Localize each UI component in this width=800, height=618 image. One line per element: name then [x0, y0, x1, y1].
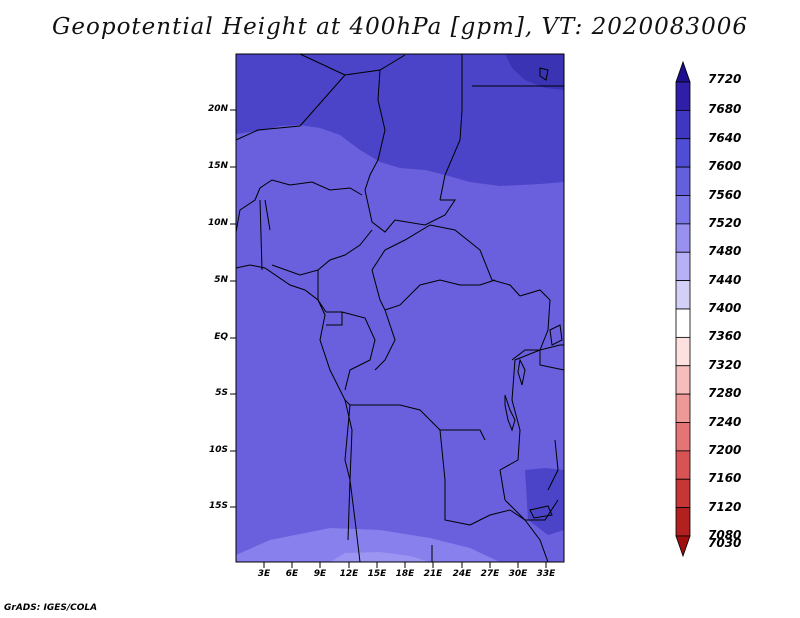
lon-label-6e: 6E [285, 569, 299, 579]
country-boundaries [235, 53, 565, 563]
colorbar-label: 7600 [708, 159, 742, 174]
colorbar-segment [675, 365, 691, 395]
colorbar [675, 60, 691, 558]
lat-label-15n: 15N [207, 161, 228, 171]
colorbar-label: 7440 [708, 272, 742, 287]
footer-credit: GrADS: IGES/COLA [4, 603, 98, 613]
colorbar-segment [675, 393, 691, 423]
colorbar-label: 7080 [708, 528, 742, 542]
lon-label-33e: 33E [536, 569, 556, 579]
lon-label-27e: 27E [480, 569, 500, 579]
colorbar-segment [675, 478, 691, 509]
colorbar-segment [675, 251, 691, 282]
field-northeast-patch [505, 54, 564, 90]
colorbar-segment [675, 81, 691, 111]
colorbar-label: 7680 [708, 102, 742, 117]
lon-label-30e: 30E [508, 569, 528, 579]
lat-label-20n: 20N [207, 104, 228, 114]
colorbar-segment [675, 166, 691, 196]
lon-label-15e: 15E [367, 569, 387, 579]
lat-label-10s: 10S [208, 445, 228, 455]
colorbar-label: 7280 [708, 386, 742, 401]
colorbar-segment [675, 223, 691, 253]
colorbar-label: 7560 [708, 187, 742, 202]
field-south-band-light [330, 552, 430, 562]
field-south-band [236, 528, 500, 562]
colorbar-label: 7030 [708, 536, 742, 550]
lon-label-24e: 24E [452, 569, 472, 579]
colorbar-segment [675, 308, 691, 338]
colorbar-label: 7200 [708, 442, 742, 457]
colorbar-label: 7360 [708, 329, 742, 344]
lon-label-3e: 3E [257, 569, 271, 579]
colorbar-segment [675, 195, 691, 225]
colorbar-segment [675, 507, 691, 537]
colorbar-segment [675, 138, 691, 168]
colorbar-segment [675, 450, 691, 480]
lon-ticks [263, 562, 547, 568]
lat-label-5n: 5N [214, 275, 228, 285]
colorbar-label: 7320 [708, 357, 742, 372]
field-north-band [236, 54, 564, 186]
lon-label-21e: 21E [423, 569, 443, 579]
lon-label-18e: 18E [395, 569, 415, 579]
colorbar-label: 7480 [708, 244, 742, 259]
colorbar-label: 7240 [708, 414, 742, 429]
colorbar-segment [675, 280, 691, 310]
colorbar-segment [675, 336, 691, 367]
map-frame [235, 53, 565, 563]
lon-label-9e: 9E [313, 569, 327, 579]
colorbar-top-arrow [675, 60, 691, 83]
colorbar-label: 7120 [708, 499, 742, 514]
colorbar-label: 7640 [708, 130, 742, 145]
colorbar-segment [675, 422, 691, 452]
colorbar-label: 7400 [708, 301, 742, 315]
lat-label-eq: EQ [214, 332, 228, 342]
lat-label-5s: 5S [215, 388, 228, 398]
colorbar-bottom-arrow [675, 535, 691, 558]
lon-label-12e: 12E [339, 569, 359, 579]
colorbar-label: 7720 [708, 72, 742, 86]
lat-label-10n: 10N [207, 218, 228, 228]
colorbar-segment [675, 109, 691, 140]
colorbar-label: 7520 [708, 215, 742, 230]
chart-title: Geopotential Height at 400hPa [gpm], VT:… [52, 14, 748, 40]
lat-ticks [230, 109, 236, 508]
lat-label-15s: 15S [208, 501, 228, 511]
colorbar-label: 7160 [708, 471, 742, 486]
